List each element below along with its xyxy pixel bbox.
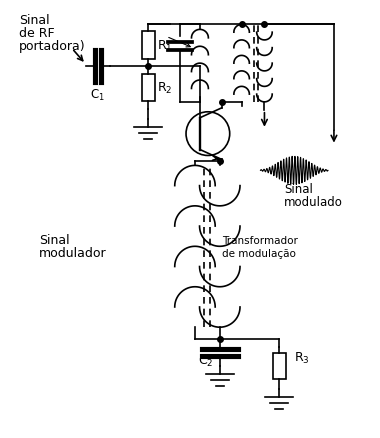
Bar (142, 32, 155, 60)
Text: Sinal: Sinal (284, 182, 313, 195)
Text: C$_2$: C$_2$ (198, 353, 214, 368)
Text: modulado: modulado (284, 195, 343, 208)
Text: R$_1$: R$_1$ (157, 39, 173, 54)
Text: Transformador: Transformador (222, 235, 298, 245)
Text: Sinal: Sinal (19, 14, 50, 27)
Text: C$_1$: C$_1$ (90, 88, 105, 103)
Text: modulador: modulador (39, 247, 107, 260)
Bar (142, 74, 155, 102)
Text: portadora): portadora) (19, 40, 86, 53)
Text: de modulação: de modulação (222, 248, 296, 258)
Text: de RF: de RF (19, 27, 55, 40)
Text: R$_3$: R$_3$ (294, 350, 310, 365)
Text: R$_2$: R$_2$ (157, 81, 173, 96)
Bar (273, 353, 286, 379)
Text: Sinal: Sinal (39, 234, 70, 247)
